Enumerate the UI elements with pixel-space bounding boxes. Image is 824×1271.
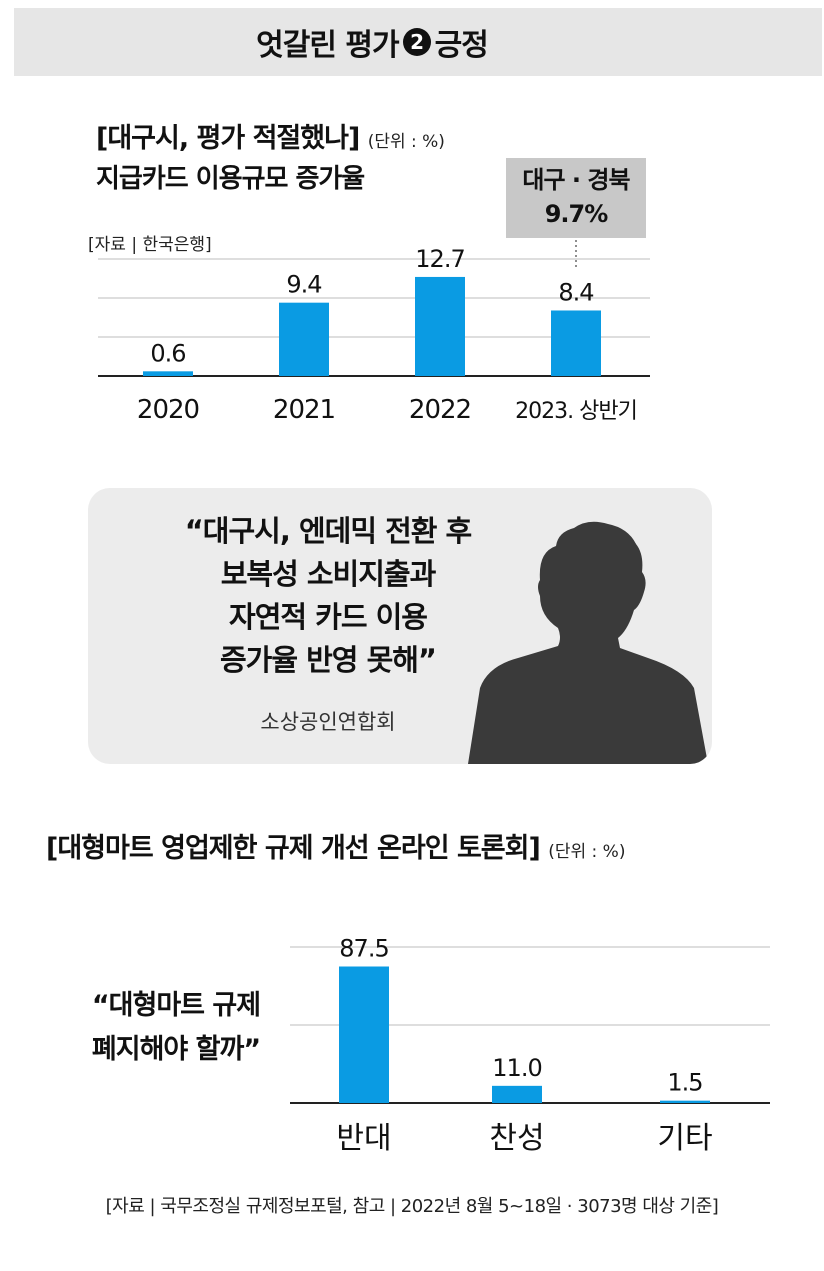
category-label: 기타 — [657, 1121, 712, 1156]
callout-value: 9.7% — [545, 200, 609, 228]
quote-box — [88, 488, 712, 764]
category-label: 2023. 상반기 — [515, 399, 637, 424]
chart1-bar-chart: 0.6 9.4 12.7 8.4 2020 2021 2022 2023. 상반기 대구 ·… — [98, 158, 650, 425]
quote-line: 증가율 반영 못해” — [219, 643, 437, 677]
question-line: “대형마트 규제 — [91, 990, 261, 1021]
chart2-question: “대형마트 규제 폐지해야 할까” — [56, 984, 296, 1072]
chart2-title-text: [대형마트 영업제한 규제 개선 온라인 토론회] — [46, 833, 541, 864]
category-label: 반대 — [336, 1121, 391, 1156]
chart2-unit: (단위 : %) — [548, 842, 626, 862]
person-silhouette — [468, 521, 708, 764]
data-label: 9.4 — [286, 271, 321, 299]
bar — [339, 966, 389, 1103]
bar — [415, 276, 465, 376]
bar — [660, 1100, 710, 1103]
category-label: 2020 — [137, 395, 199, 425]
quote-line: “대구시, 엔데믹 전환 후 — [184, 514, 473, 548]
question-line: 폐지해야 할까” — [91, 1034, 261, 1065]
data-label: 1.5 — [667, 1069, 702, 1097]
chart1-title: [대구시, 평가 적절했나] (단위 : %) — [96, 116, 445, 155]
chart2-bar-chart: 87.5 11.0 1.5 반대 찬성 기타 — [290, 935, 770, 1156]
chart1-subtitle: 지급카드 이용규모 증가율 — [96, 164, 365, 194]
chart1-title-text: [대구시, 평가 적절했나] — [96, 123, 360, 154]
data-label: 87.5 — [339, 935, 388, 963]
callout-label: 대구 · 경북 — [522, 166, 630, 194]
quote-line: 자연적 카드 이용 — [229, 600, 428, 634]
data-label: 12.7 — [415, 245, 464, 273]
bar — [143, 371, 193, 376]
data-label: 8.4 — [558, 278, 593, 306]
category-label: 찬성 — [489, 1121, 544, 1156]
bar — [279, 302, 329, 376]
page-title: 엇갈린 평가 2 긍정 — [0, 8, 824, 76]
quote-text: “대구시, 엔데믹 전환 후 보복성 소비지출과 자연적 카드 이용 증가율 반… — [108, 510, 548, 682]
chart1-source: [자료 | 한국은행] — [88, 235, 212, 255]
quote-source: 소상공인연합회 — [260, 710, 396, 734]
category-label: 2021 — [273, 395, 335, 425]
quote-line: 보복성 소비지출과 — [220, 557, 437, 591]
chart2-title: [대형마트 영업제한 규제 개선 온라인 토론회] (단위 : %) — [46, 826, 625, 865]
bar — [492, 1085, 542, 1103]
footer-source: [자료 | 국무조정실 규제정보포털, 참고 | 2022년 8월 5~18일 … — [105, 1196, 719, 1217]
chart1-unit: (단위 : %) — [367, 132, 445, 152]
data-label: 0.6 — [150, 339, 185, 367]
data-label: 11.0 — [492, 1054, 541, 1082]
number-badge: 2 — [402, 28, 431, 56]
title-prefix: 엇갈린 평가 — [256, 28, 399, 63]
category-label: 2022 — [409, 395, 471, 425]
bar — [551, 310, 601, 376]
title-suffix: 긍정 — [434, 28, 489, 63]
callout-box — [506, 158, 646, 238]
